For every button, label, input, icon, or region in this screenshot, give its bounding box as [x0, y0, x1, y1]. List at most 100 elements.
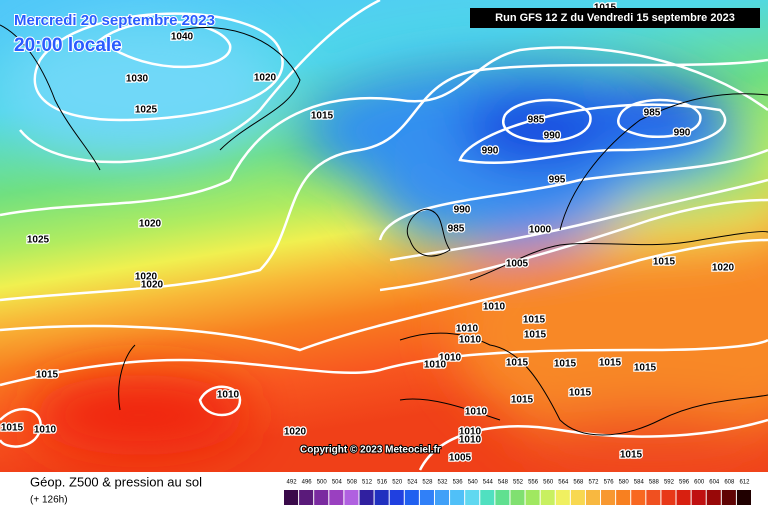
- scale-label: 520: [392, 480, 403, 486]
- isobar-label: 1010: [459, 427, 482, 438]
- scale-swatch: [284, 490, 299, 505]
- scale-swatch: [525, 490, 540, 505]
- isobar-label: 1015: [569, 388, 592, 399]
- scale-swatch: [344, 490, 359, 505]
- scale-label: 492: [287, 480, 298, 486]
- scale-swatch: [374, 490, 389, 505]
- date: Mercredi 20 septembre 2023: [14, 12, 215, 29]
- isobars: [0, 0, 768, 470]
- scale-label: 528: [422, 480, 433, 486]
- scale-label: 536: [453, 480, 464, 486]
- scale-label: 608: [724, 480, 735, 486]
- coastlines: [0, 24, 768, 436]
- scale-swatch: [419, 490, 434, 505]
- copyright: Copyright © 2023 Meteociel.fr: [300, 445, 441, 456]
- isobar-label: 1020: [139, 219, 162, 230]
- isobar-label: 985: [644, 108, 661, 119]
- scale-label: 496: [302, 480, 313, 486]
- time: 20:00 locale: [14, 35, 122, 56]
- isobar-label: 1010: [34, 425, 57, 436]
- scale-label: 572: [588, 480, 599, 486]
- isobar-label: 1010: [439, 353, 462, 364]
- scale-label: 504: [332, 480, 343, 486]
- isobar-label: 1010: [465, 407, 488, 418]
- scale-swatch: [434, 490, 450, 505]
- isobar-label: 1005: [449, 453, 472, 464]
- footer-title: Géop. Z500 & pression au sol: [30, 474, 202, 489]
- isobar-label: 985: [528, 115, 545, 126]
- scale-swatch: [646, 490, 661, 505]
- scale-label: 500: [317, 480, 328, 486]
- scale-swatch: [676, 490, 691, 505]
- scale-label: 588: [649, 480, 660, 486]
- scale-label: 548: [498, 480, 509, 486]
- isobar-label: 1015: [634, 363, 657, 374]
- scale-swatch: [616, 490, 631, 505]
- scale-swatch: [359, 490, 374, 505]
- run-info: Run GFS 12 Z du Vendredi 15 septembre 20…: [495, 12, 735, 24]
- footer-lead: (+ 126h): [30, 495, 68, 506]
- isobar-label: 995: [549, 175, 566, 186]
- scale-label: 512: [362, 480, 373, 486]
- isobar-label: 1010: [483, 302, 506, 313]
- isobar-label: 1015: [523, 315, 546, 326]
- isobar-label: 1010: [424, 360, 447, 371]
- scale-swatch: [570, 490, 585, 505]
- scale-swatch: [631, 490, 646, 505]
- scale-label: 564: [558, 480, 569, 486]
- scale-swatch: [661, 490, 676, 505]
- isobar-label: 1010: [459, 335, 482, 346]
- isobar-label: 1030: [126, 74, 149, 85]
- scale-label: 604: [709, 480, 720, 486]
- isobar-label: 1025: [27, 235, 50, 246]
- isobar-label: 1015: [620, 450, 643, 461]
- isobar-label: 985: [448, 224, 465, 235]
- isobar-label: 1015: [599, 358, 622, 369]
- scale-label: 532: [438, 480, 449, 486]
- scale-swatch: [404, 490, 419, 505]
- isobar-label: 1010: [456, 324, 479, 335]
- isobar-label: 1015: [511, 395, 534, 406]
- isobar-label: 1020: [284, 427, 307, 438]
- scale-label: 544: [483, 480, 494, 486]
- scale-swatch: [329, 490, 344, 505]
- scale-label: 560: [543, 480, 554, 486]
- scale-swatch: [465, 490, 480, 505]
- scale-swatch: [721, 490, 736, 505]
- scale-swatch: [691, 490, 706, 505]
- isobar-label: 1020: [135, 272, 158, 283]
- scale-swatch: [495, 490, 510, 505]
- scale-swatch: [706, 490, 721, 505]
- scale-swatch: [585, 490, 601, 505]
- scale-swatch: [540, 490, 555, 505]
- isobar-label: 1020: [712, 263, 735, 274]
- scale-label: 524: [407, 480, 418, 486]
- scale-label: 612: [739, 480, 750, 486]
- isobar-label: 1000: [529, 225, 552, 236]
- scale-label: 568: [573, 480, 584, 486]
- scale-label: 600: [694, 480, 705, 486]
- scale-swatch: [389, 490, 404, 505]
- scale-label: 508: [347, 480, 358, 486]
- isobar-label: 990: [674, 128, 691, 139]
- scale-swatch: [450, 490, 465, 505]
- scale-label: 596: [679, 480, 690, 486]
- isobar-label: 1015: [554, 359, 577, 370]
- isobar-label: 1010: [217, 390, 240, 401]
- isobar-label: 1015: [653, 257, 676, 268]
- scale-label: 552: [513, 480, 524, 486]
- scale-label: 580: [619, 480, 630, 486]
- field: [0, 0, 768, 472]
- scale-label: 556: [528, 480, 539, 486]
- isobar-label: 1015: [524, 330, 547, 341]
- scale-swatch: [601, 490, 616, 505]
- scale-label: 592: [664, 480, 675, 486]
- scale-swatch: [299, 490, 314, 505]
- color-scale: 492 496 500 504 508 512 516 520 524 528 532 536 540 5…: [284, 480, 751, 505]
- isobar-label: 1005: [506, 259, 529, 270]
- scale-swatch: [480, 490, 495, 505]
- isobar-label: 1015: [1, 423, 24, 434]
- scale-swatch: [314, 490, 329, 505]
- isobar-label: 1025: [135, 105, 158, 116]
